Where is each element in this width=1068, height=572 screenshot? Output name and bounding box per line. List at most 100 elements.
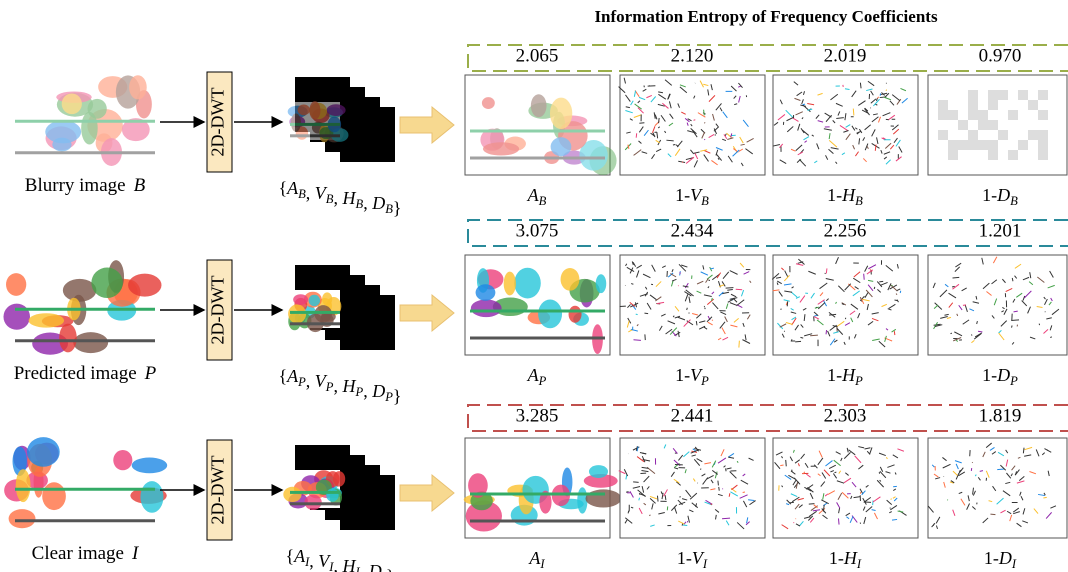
image — [3, 250, 161, 355]
image-rail — [15, 308, 155, 311]
image-blob — [322, 292, 332, 305]
edge-stroke — [834, 472, 836, 473]
block — [938, 130, 948, 140]
image-blob — [589, 465, 608, 478]
entropy-value: 2.303 — [824, 405, 867, 426]
coefficient-set: {AP, VP, HP, DP} — [278, 366, 401, 406]
block — [958, 140, 968, 150]
image-blob — [132, 457, 168, 473]
subscript: I — [702, 557, 708, 571]
block — [1018, 140, 1028, 150]
edge-stroke — [1023, 448, 1024, 454]
edge-stroke — [687, 308, 688, 310]
block-arrow — [400, 475, 454, 511]
subscript: B — [701, 194, 709, 208]
image-blob — [73, 332, 108, 353]
panel-label: AI — [528, 548, 545, 571]
panel-frame — [773, 438, 918, 538]
block — [968, 110, 978, 120]
panel-label: 1-DB — [982, 185, 1018, 208]
edge-stroke — [704, 122, 705, 123]
edge-stroke — [952, 286, 955, 287]
edge-stroke — [896, 294, 897, 295]
image — [4, 430, 167, 535]
image-rail — [15, 339, 155, 342]
image-blob — [504, 272, 516, 296]
symbol: H — [342, 556, 357, 572]
edge-stroke — [736, 289, 742, 290]
edge-stroke — [642, 453, 646, 454]
image-blob — [128, 274, 161, 297]
edge-stroke — [950, 333, 951, 334]
image-blob — [596, 274, 607, 293]
edge-stroke — [631, 284, 633, 285]
image-blob — [9, 509, 36, 528]
input-text: Predicted image — [14, 363, 137, 384]
panel-label: 1-VB — [675, 185, 709, 208]
symbol: D — [371, 193, 385, 213]
prefix: 1- — [982, 185, 997, 205]
image — [470, 260, 606, 354]
brace: { — [278, 366, 287, 386]
edge-stroke — [891, 499, 892, 500]
panel-frame — [773, 75, 918, 175]
panel-label: 1-HI — [829, 548, 862, 571]
panel-frame — [928, 438, 1067, 538]
subscript: P — [297, 375, 306, 389]
prefix: 1- — [675, 365, 690, 385]
prefix: 1- — [984, 548, 999, 568]
image-blob — [6, 273, 26, 296]
edge-stroke — [666, 140, 673, 141]
image-blob — [88, 99, 107, 119]
image-blob — [3, 304, 30, 330]
coefficient-set: {AB, VB, HB, DB} — [278, 178, 401, 218]
edge-stroke — [874, 287, 875, 289]
image-blob — [42, 482, 66, 510]
edge-stroke — [1011, 320, 1019, 321]
symbol: D — [996, 365, 1010, 385]
edge-stroke — [972, 462, 973, 463]
edge-stroke — [980, 471, 983, 472]
subscript: B — [1010, 194, 1018, 208]
image-rail — [470, 157, 605, 160]
image-blob — [298, 105, 310, 116]
edge-stroke — [780, 465, 783, 466]
edge-stroke — [790, 502, 794, 503]
prefix: 1- — [829, 548, 844, 568]
prefix: 1- — [677, 548, 692, 568]
edge-stroke — [636, 133, 637, 137]
block — [968, 90, 978, 100]
transform-label: 2D-DWT — [208, 276, 228, 345]
block — [948, 150, 958, 160]
image — [470, 80, 617, 175]
edge-stroke — [722, 518, 730, 519]
image-blob — [482, 97, 495, 109]
edge-stroke — [795, 341, 801, 342]
edge-stroke — [853, 109, 854, 116]
edge-stroke — [704, 139, 705, 140]
edge-stroke — [826, 268, 827, 273]
image-blob — [293, 294, 308, 305]
edge-stroke — [838, 518, 839, 524]
entropy-value: 2.120 — [671, 45, 714, 66]
entropy-value: 2.065 — [516, 45, 559, 66]
block — [978, 120, 988, 130]
block — [998, 130, 1008, 140]
entropy-value: 1.201 — [979, 220, 1022, 241]
entropy-value: 1.819 — [979, 405, 1022, 426]
block — [1038, 140, 1048, 150]
image-blob — [113, 450, 132, 470]
edge-stroke — [657, 496, 658, 502]
input-label: Predicted imageP — [14, 363, 157, 384]
edge-stroke — [704, 110, 705, 116]
edge-stroke — [810, 335, 818, 336]
image-rail — [290, 491, 340, 494]
block — [948, 140, 958, 150]
figure: Information Entropy of Frequency Coeffic… — [0, 0, 1068, 572]
panel-frame — [620, 75, 765, 175]
panel-label: 1-DI — [984, 548, 1017, 571]
block — [968, 140, 978, 150]
panel-label: 1-DP — [982, 365, 1018, 388]
image-rail — [290, 322, 340, 325]
edge-stroke — [1043, 497, 1046, 498]
